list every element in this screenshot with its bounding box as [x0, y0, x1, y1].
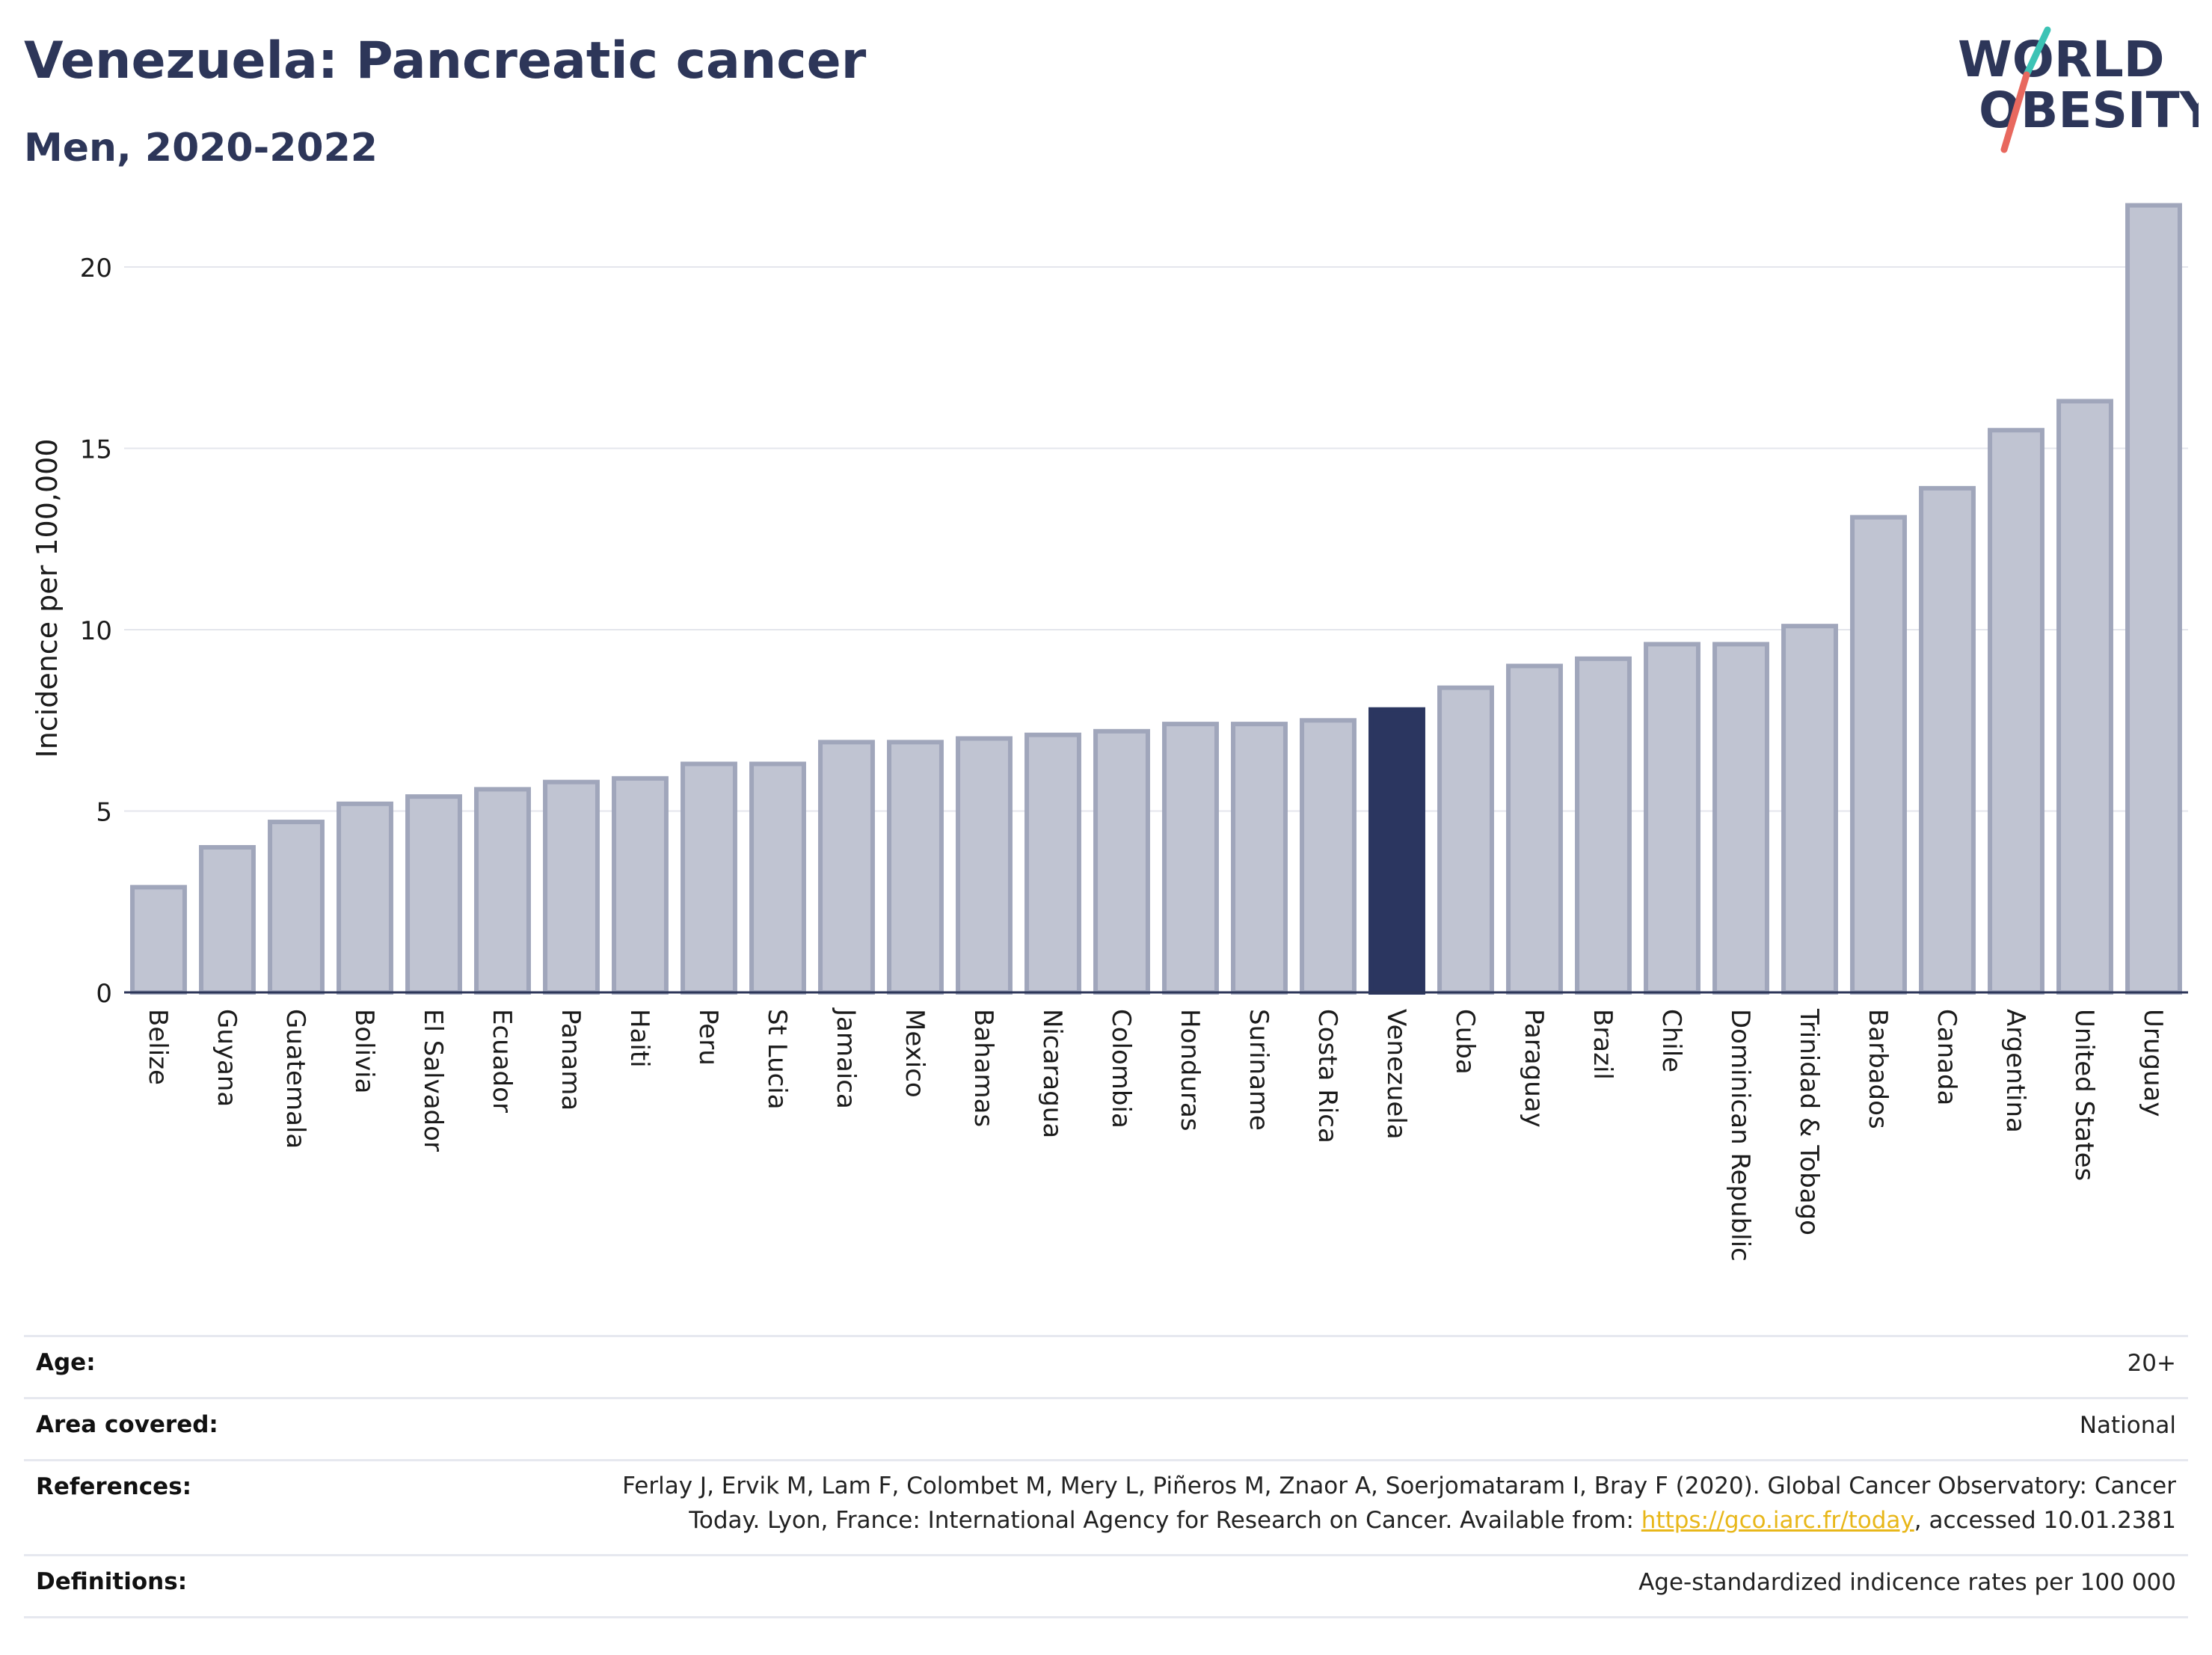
references-link[interactable]: https://gco.iarc.fr/today	[1641, 1507, 1914, 1534]
x-tick-label: Guyana	[212, 1009, 242, 1107]
bar-belize	[130, 885, 187, 995]
bar-united-states	[2056, 399, 2113, 995]
bar-ecuador	[474, 787, 531, 995]
chart-subtitle: Men, 2020-2022	[24, 126, 378, 171]
chart-title: Venezuela: Pancreatic cancer	[24, 31, 867, 90]
info-label-age: Age:	[36, 1349, 96, 1376]
x-tick-label: Paraguay	[1519, 1009, 1549, 1128]
bar-colombia	[1093, 728, 1150, 995]
x-tick-label: Brazil	[1588, 1009, 1617, 1080]
bar-cuba	[1437, 685, 1494, 995]
references-line-1: Ferlay J, Ervik M, Lam F, Colombet M, Me…	[622, 1473, 2176, 1499]
info-label-area: Area covered:	[36, 1411, 218, 1438]
x-tick-label: Peru	[693, 1009, 723, 1066]
x-tick-label: Colombia	[1106, 1009, 1136, 1129]
y-tick-label: 0	[96, 979, 112, 1009]
x-tick-label: Belize	[143, 1009, 173, 1085]
x-tick-label: Trinidad & Tobago	[1794, 1008, 1824, 1235]
bar-mexico	[887, 740, 944, 995]
bar-chart: 0 5 10 15 20 Belize Guyana Guatemala Bolivia El …	[31, 203, 2188, 1262]
logo-word-world: WORLD	[1958, 31, 2165, 88]
references-text-pre: Today. Lyon, France: International Agenc…	[689, 1507, 1641, 1534]
x-tick-label: Dominican Republic	[1725, 1009, 1755, 1262]
world-obesity-logo: WORLD OBESITY	[1958, 26, 2199, 153]
bar-trinidad-tobago	[1781, 624, 1838, 995]
bar-paraguay	[1506, 663, 1563, 995]
x-tick-label: Bahamas	[968, 1009, 998, 1127]
bar-guatemala	[268, 820, 325, 995]
info-label-definitions: Definitions:	[36, 1568, 188, 1595]
x-tick-label: Haiti	[624, 1009, 654, 1068]
info-row-age: Age: 20+	[24, 1335, 2188, 1397]
info-value-definitions: Age-standardized indicence rates per 100…	[1638, 1569, 2176, 1596]
info-value-age: 20+	[2127, 1350, 2176, 1377]
bar-bahamas	[956, 736, 1013, 995]
bar-canada	[1919, 485, 1976, 995]
x-tick-label: Canada	[1932, 1009, 1961, 1105]
y-tick-label: 5	[96, 798, 112, 828]
info-table: Age: 20+ Area covered: National Referenc…	[24, 1335, 2188, 1618]
bar-barbados	[1850, 515, 1907, 995]
bar-argentina	[1988, 428, 2044, 995]
x-tick-label: Bolivia	[349, 1009, 379, 1093]
x-tick-label: United States	[2069, 1009, 2099, 1181]
x-tick-label: Cuba	[1450, 1009, 1480, 1075]
y-tick-label: 10	[80, 616, 112, 646]
y-tick-label: 20	[80, 254, 112, 283]
info-row-references: References: Ferlay J, Ervik M, Lam F, Co…	[24, 1459, 2188, 1554]
x-tick-label: Honduras	[1175, 1009, 1205, 1132]
x-tick-label: St Lucia	[762, 1009, 792, 1110]
info-value-references: Ferlay J, Ervik M, Lam F, Colombet M, Me…	[622, 1469, 2176, 1538]
references-line-2: Today. Lyon, France: International Agenc…	[622, 1503, 2176, 1538]
x-tick-label: Ecuador	[487, 1009, 517, 1113]
bar-costa-rica	[1300, 718, 1357, 995]
logo-slash-coral	[2000, 71, 2030, 153]
x-tick-label: Barbados	[1863, 1009, 1893, 1129]
y-axis-label: Incidence per 100,000	[31, 438, 64, 758]
bar-el-salvador	[405, 794, 462, 995]
bar-dominican-republic	[1712, 642, 1769, 995]
bar-bolivia	[337, 801, 393, 995]
bar-panama	[543, 779, 600, 995]
info-label-references: References:	[36, 1473, 192, 1500]
bar-chile	[1644, 642, 1701, 995]
info-row-definitions: Definitions: Age-standardized indicence …	[24, 1554, 2188, 1618]
bar-guyana	[199, 845, 256, 995]
info-value-area: National	[2079, 1412, 2176, 1439]
bar-suriname	[1231, 722, 1288, 995]
x-tick-label: Uruguay	[2138, 1009, 2168, 1117]
x-tick-label: Nicaragua	[1037, 1009, 1067, 1138]
x-tick-label: Costa Rica	[1312, 1009, 1342, 1143]
x-tick-label: Venezuela	[1381, 1009, 1411, 1140]
x-tick-label: Argentina	[2000, 1009, 2030, 1133]
bar-st-lucia	[749, 761, 806, 995]
info-row-area: Area covered: National	[24, 1397, 2188, 1459]
x-tick-label: Panama	[556, 1009, 586, 1111]
bar-haiti	[612, 776, 669, 995]
bar-uruguay	[2125, 203, 2182, 995]
bar-honduras	[1162, 722, 1219, 995]
x-tick-label: Mexico	[900, 1009, 930, 1098]
x-tick-label: El Salvador	[418, 1009, 448, 1152]
bar-venezuela	[1368, 707, 1425, 995]
x-tick-label: Chile	[1656, 1009, 1686, 1072]
x-tick-label: Suriname	[1244, 1009, 1274, 1131]
bar-brazil	[1575, 656, 1632, 995]
x-tick-label: Jamaica	[831, 1007, 861, 1109]
logo-slash-teal	[2023, 26, 2051, 79]
bar-nicaragua	[1024, 732, 1081, 995]
y-tick-label: 15	[80, 435, 112, 465]
references-text-post: , accessed 10.01.2381	[1914, 1507, 2176, 1534]
x-tick-label: Guatemala	[280, 1009, 310, 1149]
bar-jamaica	[818, 740, 875, 995]
bar-peru	[681, 761, 737, 995]
